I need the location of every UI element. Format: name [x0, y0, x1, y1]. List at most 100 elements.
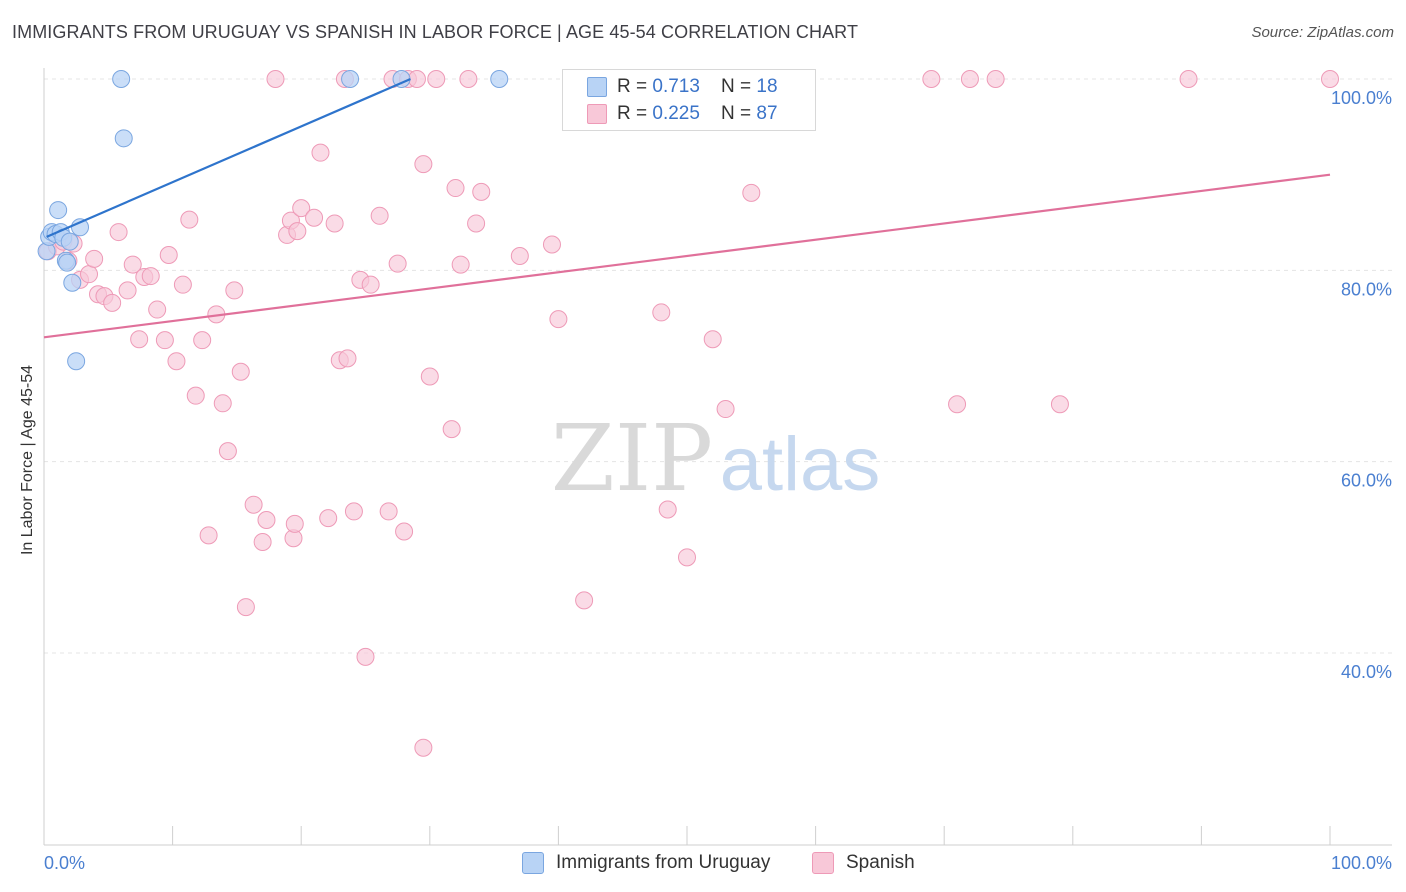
data-point-spanish: [379, 502, 398, 521]
data-point-spanish: [311, 143, 330, 162]
data-point-spanish: [549, 310, 568, 329]
data-point-spanish: [427, 70, 446, 88]
data-point-spanish: [244, 495, 263, 514]
uruguay-swatch: [587, 77, 607, 97]
x-tick-label-max: 100.0%: [1331, 853, 1392, 873]
data-point-spanish: [395, 522, 414, 541]
data-point-spanish: [225, 281, 244, 300]
data-point-uruguay: [49, 201, 68, 220]
data-point-uruguay: [112, 70, 131, 88]
r-label: R =: [617, 103, 653, 124]
data-point-uruguay: [341, 70, 360, 88]
data-point-spanish: [155, 331, 174, 350]
r-value-spanish: 0.225: [652, 103, 700, 124]
series-uruguay-points: [37, 70, 509, 371]
data-point-spanish: [338, 349, 357, 368]
data-point-spanish: [356, 647, 375, 666]
data-point-spanish: [388, 254, 407, 273]
data-point-uruguay: [63, 273, 82, 292]
spanish-legend-swatch: [812, 852, 834, 874]
data-point-spanish: [510, 246, 529, 265]
trend-line-uruguay: [46, 77, 411, 238]
data-point-spanish: [236, 598, 255, 617]
data-point-spanish: [266, 70, 285, 88]
watermark-atlas: atlas: [720, 422, 881, 507]
data-point-spanish: [407, 70, 426, 88]
data-point-spanish: [167, 352, 186, 371]
uruguay-legend-label: Immigrants from Uruguay: [556, 852, 771, 873]
watermark-zip: ZIP: [551, 405, 713, 512]
x-tick-label-min: 0.0%: [44, 853, 85, 873]
source-note: Source: ZipAtlas.com: [1251, 24, 1394, 41]
tick-labels: 40.0% 60.0% 80.0% 100.0% 0.0% 100.0%: [44, 88, 1392, 873]
data-point-spanish: [180, 210, 199, 229]
data-point-spanish: [123, 255, 142, 274]
data-point-spanish: [109, 223, 128, 242]
data-point-uruguay: [490, 70, 509, 88]
data-point-spanish: [344, 502, 363, 521]
data-point-spanish: [305, 208, 324, 227]
axes: [43, 68, 1392, 846]
data-point-uruguay: [114, 129, 133, 148]
data-point-spanish: [319, 509, 338, 528]
chart-title: IMMIGRANTS FROM URUGUAY VS SPANISH IN LA…: [12, 22, 859, 42]
data-point-spanish: [1050, 395, 1069, 414]
data-point-uruguay: [58, 253, 77, 272]
data-point-spanish: [186, 386, 205, 405]
data-point-spanish: [213, 394, 232, 413]
data-point-spanish: [922, 70, 941, 88]
data-point-spanish: [658, 500, 677, 519]
y-tick-label: 40.0%: [1341, 662, 1392, 682]
spanish-legend-label: Spanish: [846, 852, 915, 873]
data-point-spanish: [361, 275, 380, 294]
data-point-spanish: [467, 214, 486, 233]
data-point-spanish: [652, 303, 671, 322]
data-point-spanish: [141, 267, 160, 286]
data-point-spanish: [575, 591, 594, 610]
data-point-spanish: [253, 533, 272, 552]
data-point-spanish: [85, 249, 104, 268]
data-point-spanish: [948, 395, 967, 414]
data-point-spanish: [420, 367, 439, 386]
y-tick-label: 80.0%: [1341, 279, 1392, 299]
r-value-uruguay: 0.713: [652, 76, 700, 97]
legend-item-uruguay[interactable]: Immigrants from Uruguay: [522, 852, 770, 874]
data-point-spanish: [257, 511, 276, 530]
correlation-legend: R = 0.713 N = 18 R = 0.225 N = 87: [562, 69, 816, 131]
data-point-spanish: [459, 70, 478, 88]
data-point-spanish: [285, 514, 304, 533]
trend-lines: [43, 77, 1331, 339]
series-spanish-points: [38, 70, 1339, 757]
y-tick-label: 60.0%: [1341, 471, 1392, 491]
uruguay-legend-swatch: [522, 852, 544, 874]
data-point-spanish: [542, 235, 561, 254]
data-point-spanish: [118, 281, 137, 300]
data-point-spanish: [716, 400, 735, 419]
data-point-spanish: [442, 420, 461, 439]
n-value-uruguay: 18: [756, 76, 778, 97]
legend-row-uruguay: R = 0.713 N = 18: [587, 75, 778, 99]
data-point-spanish: [159, 246, 178, 265]
data-point-spanish: [80, 265, 99, 284]
data-point-spanish: [1179, 70, 1198, 88]
n-value-spanish: 87: [756, 103, 778, 124]
data-point-spanish: [446, 179, 465, 198]
data-point-spanish: [325, 214, 344, 233]
legend-item-spanish[interactable]: Spanish: [812, 852, 915, 874]
data-point-spanish: [370, 206, 389, 225]
data-point-spanish: [218, 442, 237, 461]
data-point-spanish: [472, 182, 491, 201]
data-point-spanish: [231, 362, 250, 381]
data-point-spanish: [960, 70, 979, 88]
data-point-spanish: [414, 738, 433, 757]
r-label: R =: [617, 76, 653, 97]
legend-row-spanish: R = 0.225 N = 87: [587, 102, 778, 126]
data-point-spanish: [414, 155, 433, 174]
data-point-spanish: [288, 222, 307, 241]
data-point-spanish: [193, 331, 212, 350]
n-label: N =: [721, 103, 757, 124]
data-point-spanish: [678, 548, 696, 567]
data-point-spanish: [703, 330, 722, 349]
data-point-spanish: [451, 255, 470, 274]
